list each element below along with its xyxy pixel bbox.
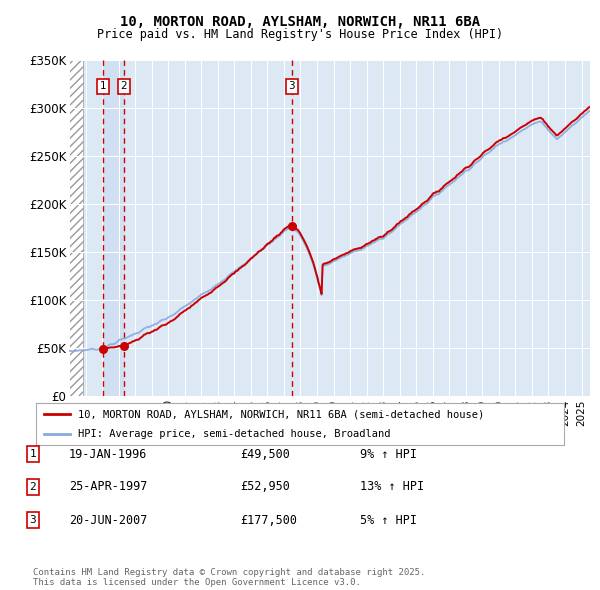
Text: 10, MORTON ROAD, AYLSHAM, NORWICH, NR11 6BA: 10, MORTON ROAD, AYLSHAM, NORWICH, NR11 … [120,15,480,29]
Text: 13% ↑ HPI: 13% ↑ HPI [360,480,424,493]
Text: £52,950: £52,950 [240,480,290,493]
Text: 3: 3 [29,516,37,525]
Text: 20-JUN-2007: 20-JUN-2007 [69,514,148,527]
Bar [69,60,83,396]
Text: 2: 2 [121,81,127,91]
Text: HPI: Average price, semi-detached house, Broadland: HPI: Average price, semi-detached house,… [78,429,391,439]
Text: £177,500: £177,500 [240,514,297,527]
Text: Price paid vs. HM Land Registry's House Price Index (HPI): Price paid vs. HM Land Registry's House … [97,28,503,41]
Text: 5% ↑ HPI: 5% ↑ HPI [360,514,417,527]
Text: 19-JAN-1996: 19-JAN-1996 [69,448,148,461]
Text: 1: 1 [29,450,37,459]
Text: 25-APR-1997: 25-APR-1997 [69,480,148,493]
Bar [102,60,125,396]
Text: 3: 3 [289,81,295,91]
Text: 10, MORTON ROAD, AYLSHAM, NORWICH, NR11 6BA (semi-detached house): 10, MORTON ROAD, AYLSHAM, NORWICH, NR11 … [78,409,484,419]
Text: 1: 1 [100,81,106,91]
Text: Contains HM Land Registry data © Crown copyright and database right 2025.
This d: Contains HM Land Registry data © Crown c… [33,568,425,587]
Text: 9% ↑ HPI: 9% ↑ HPI [360,448,417,461]
Text: 2: 2 [29,482,37,491]
Text: £49,500: £49,500 [240,448,290,461]
